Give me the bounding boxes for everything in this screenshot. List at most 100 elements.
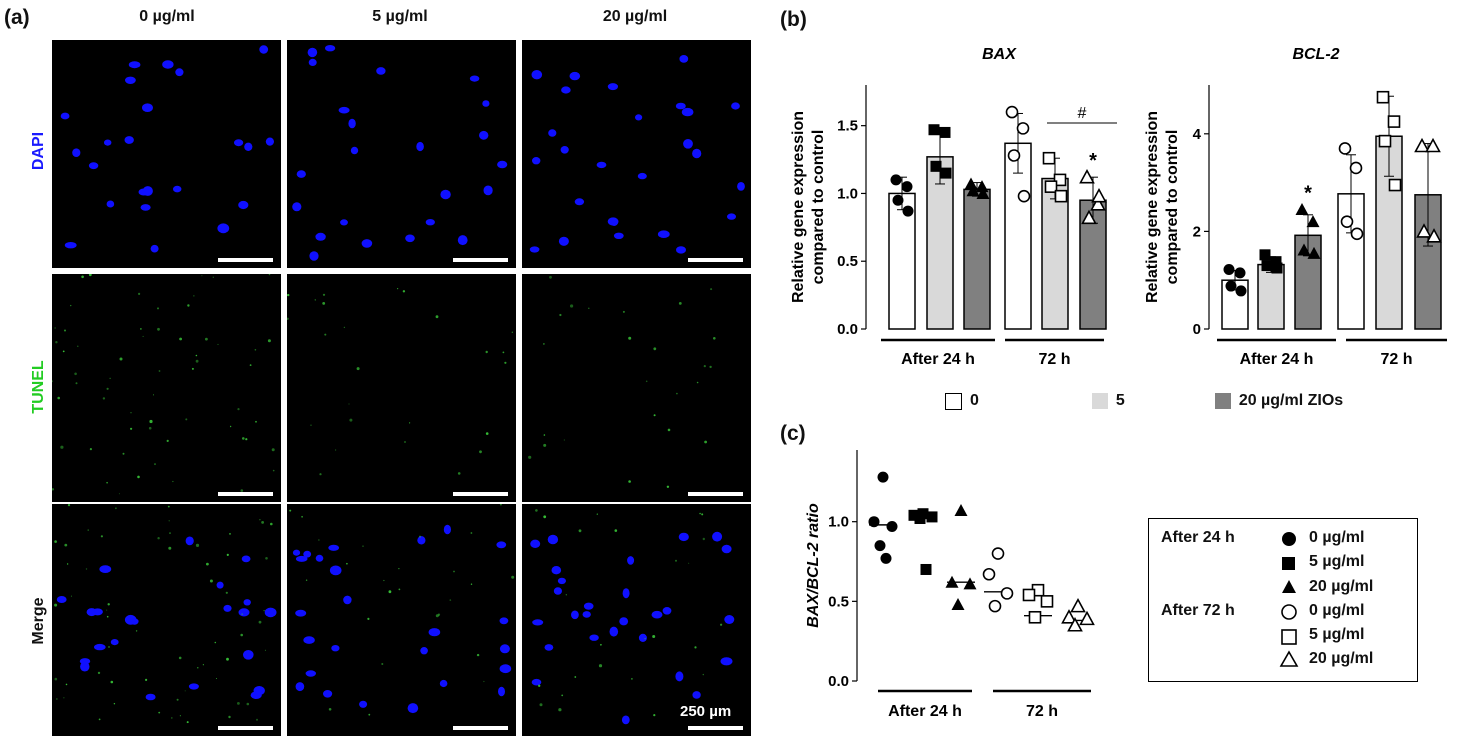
tunel-signal — [201, 275, 203, 277]
nucleus — [613, 232, 624, 239]
nucleus — [720, 657, 733, 666]
nucleus — [675, 671, 684, 682]
legend-item-72h-5: 5 µg/ml — [1309, 626, 1365, 643]
tunel-signal — [264, 649, 266, 651]
tunel-signal — [666, 485, 670, 488]
tunel-signal — [108, 646, 110, 648]
nucleus — [128, 61, 141, 69]
nucleus — [439, 679, 448, 688]
tunel-signal — [419, 535, 421, 538]
nucleus — [323, 690, 333, 698]
open-square-icon — [1281, 629, 1297, 645]
tunel-signal — [701, 513, 704, 516]
tunel-signal — [644, 638, 646, 640]
data-point-filled-square — [908, 509, 920, 521]
chart-title: BAX — [982, 46, 1017, 63]
y-axis-label-line1: Relative gene expression — [1144, 111, 1161, 303]
scale-bar — [218, 258, 273, 262]
tunel-signal — [191, 367, 194, 370]
legend-label-0: 0 — [970, 392, 979, 409]
nucleus — [405, 234, 415, 243]
y-tick-label: 1.0 — [837, 185, 858, 202]
tunel-signal — [64, 543, 68, 547]
tunel-signal — [70, 304, 72, 307]
data-point-open-circle — [988, 599, 1002, 613]
data-point-filled-square — [926, 511, 938, 523]
nucleus — [217, 223, 230, 234]
tunel-signal — [85, 568, 88, 570]
nucleus — [571, 610, 579, 620]
tunel-signal — [75, 382, 78, 385]
nucleus — [88, 162, 99, 170]
nucleus — [60, 112, 70, 120]
y-tick-label: 0.5 — [828, 593, 849, 610]
tunel-signal — [696, 381, 699, 384]
tunel-signal — [98, 718, 101, 721]
y-axis-label-line2: compared to control — [1164, 130, 1181, 285]
nucleus — [145, 693, 156, 701]
nucleus — [724, 615, 735, 624]
y-axis-label: Relative gene expression compared to cont… — [1144, 111, 1181, 303]
legend-item-72h-0: 0 µg/ml — [1309, 602, 1365, 619]
tunel-signal — [187, 304, 190, 307]
tunel-signal — [158, 711, 161, 714]
nucleus — [532, 157, 541, 165]
nucleus — [557, 577, 566, 585]
nucleus — [531, 70, 543, 80]
tunel-signal — [271, 448, 275, 452]
tunel-signal — [64, 329, 66, 332]
bar-legend: 0 5 20 µg/ml ZIOs — [945, 392, 1343, 410]
tunel-signal — [158, 370, 161, 372]
tunel-signal — [157, 327, 160, 331]
legend-swatch-20 — [1214, 393, 1231, 409]
micrograph-dapi-0 — [52, 40, 281, 268]
tunel-signal — [88, 274, 92, 277]
data-point-open-circle — [1340, 215, 1354, 228]
tunel-signal — [206, 562, 209, 566]
data-point-open-triangle — [1070, 597, 1086, 613]
nucleus — [737, 182, 745, 191]
row-label-tunel: TUNEL — [30, 360, 47, 414]
nucleus — [551, 566, 562, 575]
tunel-signal — [179, 337, 182, 341]
scale-bar — [453, 726, 508, 730]
column-header-20: 20 µg/ml — [602, 8, 668, 25]
tunel-signal — [335, 449, 337, 451]
bar-0 — [1004, 142, 1032, 330]
tunel-signal — [272, 469, 275, 472]
tunel-signal — [258, 620, 262, 624]
data-point-filled-triangle — [966, 184, 980, 197]
nucleus — [175, 68, 184, 77]
data-point-open-circle — [1350, 227, 1364, 241]
data-point-open-square — [1028, 610, 1042, 624]
filled-circle-icon — [1282, 532, 1296, 546]
tunel-signal — [398, 568, 400, 570]
data-point-open-triangle — [1414, 137, 1430, 153]
data-point-open-square — [1040, 595, 1054, 608]
tunel-signal — [470, 583, 473, 585]
tunel-signal — [185, 418, 188, 421]
nucleus — [609, 626, 619, 637]
data-point-open-triangle — [1416, 223, 1432, 238]
bax-bar-chart: BAX Relative gene expression compared to c… — [790, 46, 1117, 368]
scale-bar — [688, 492, 743, 496]
data-point-filled-circle — [1225, 280, 1237, 292]
nucleus — [440, 189, 451, 200]
legend-item-24h-0: 0 µg/ml — [1309, 529, 1365, 546]
tunel-signal — [628, 336, 632, 340]
tunel-signal — [367, 617, 370, 620]
nucleus — [443, 524, 451, 535]
nucleus — [651, 610, 663, 619]
tunel-signal — [485, 350, 488, 354]
tunel-signal — [457, 472, 461, 475]
tunel-signal — [102, 397, 106, 400]
data-point-filled-square — [1271, 262, 1283, 274]
legend-swatch-0 — [945, 392, 962, 410]
tunel-signal — [398, 588, 401, 591]
tunel-signal — [212, 276, 214, 278]
nucleus — [303, 550, 312, 558]
panel-a-label: (a) — [4, 6, 30, 29]
tunel-signal — [388, 590, 392, 594]
tunel-signal — [195, 359, 199, 363]
significance-mark: * — [1089, 150, 1097, 172]
